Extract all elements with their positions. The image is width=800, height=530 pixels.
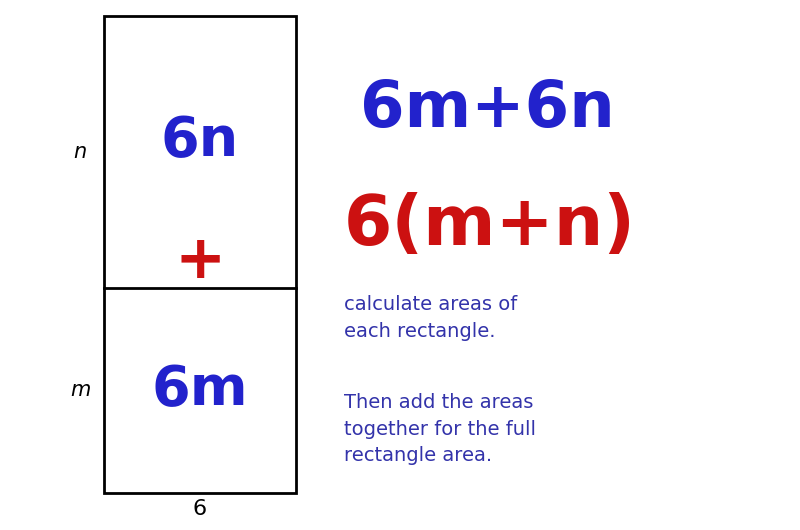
Text: 6m+6n: 6m+6n — [360, 78, 614, 139]
Text: 6: 6 — [193, 499, 207, 519]
Text: 6n: 6n — [161, 114, 239, 168]
Text: m: m — [70, 381, 90, 400]
Text: Then add the areas
together for the full
rectangle area.: Then add the areas together for the full… — [344, 393, 536, 465]
Text: 6m: 6m — [152, 364, 248, 417]
Text: 6(m+n): 6(m+n) — [344, 192, 636, 259]
Text: n: n — [74, 142, 86, 162]
Bar — [104, 16, 296, 493]
Text: calculate areas of
each rectangle.: calculate areas of each rectangle. — [344, 295, 518, 341]
Text: +: + — [174, 232, 226, 291]
